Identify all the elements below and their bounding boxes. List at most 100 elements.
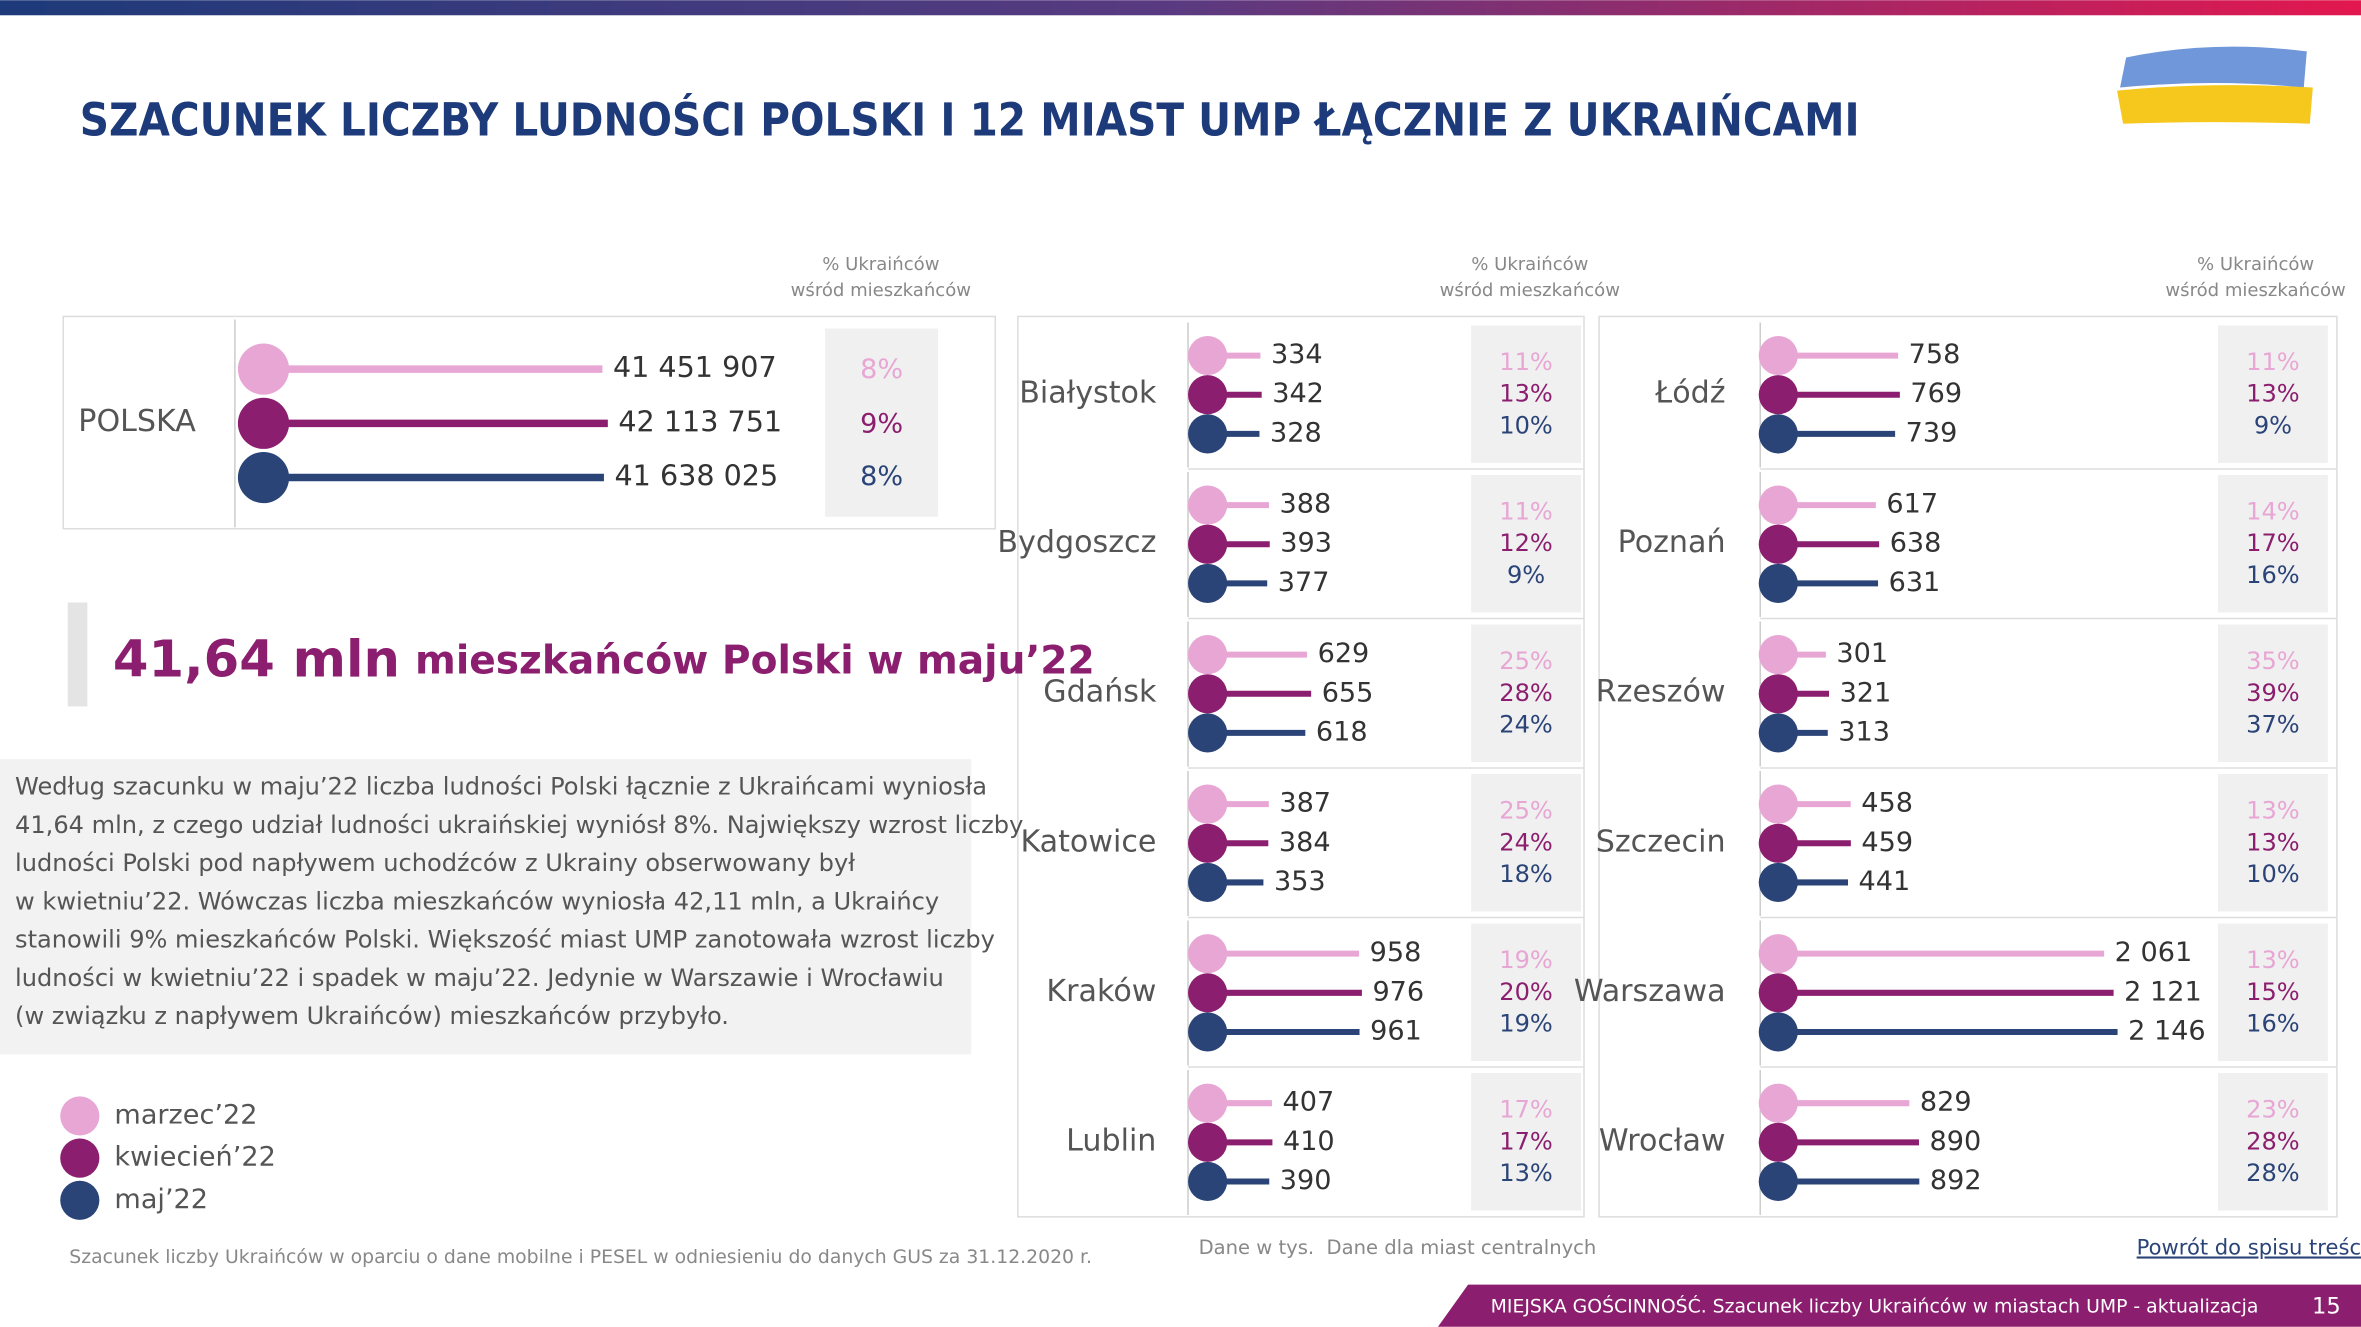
- legend-label: marzec’22: [114, 1099, 257, 1130]
- dot: [1758, 375, 1798, 415]
- value-label: 353: [1274, 866, 1326, 897]
- cities-note: Dane dla miast centralnych: [1327, 1236, 1597, 1259]
- legend-dot: [60, 1180, 100, 1220]
- chart-label: Białystok: [1019, 376, 1157, 411]
- share-box: [825, 328, 939, 517]
- value-label: 441: [1859, 866, 1911, 897]
- dot: [1758, 973, 1798, 1013]
- dot: [1188, 635, 1228, 675]
- dot: [1758, 713, 1798, 753]
- share-label: 19%: [1499, 946, 1553, 974]
- paragraph-line: Według szacunku w maju’22 liczba ludnośc…: [15, 773, 987, 801]
- back-link[interactable]: Powrót do spisu treści: [2137, 1234, 2361, 1259]
- value-label: 301: [1836, 638, 1888, 669]
- dot: [1188, 336, 1228, 376]
- share-header: wśród mieszkańców: [2165, 280, 2345, 301]
- dot: [1758, 1161, 1798, 1202]
- share-label: 28%: [2246, 1159, 2300, 1187]
- dot: [1758, 862, 1798, 903]
- share-label: 10%: [1499, 411, 1553, 439]
- value-label: 328: [1270, 417, 1322, 448]
- share-label: 24%: [1499, 710, 1553, 738]
- share-label: 17%: [1499, 1096, 1553, 1124]
- share-label: 17%: [2246, 529, 2300, 557]
- paragraph-line: ludności Polski pod napływem uchodźców z…: [15, 849, 855, 877]
- share-box: [1471, 774, 1582, 912]
- share-label: 28%: [2246, 1127, 2300, 1155]
- chart-label: Bydgoszcz: [997, 525, 1156, 560]
- share-box: [2217, 923, 2328, 1062]
- share-header: % Ukraińców: [822, 254, 939, 275]
- share-label: 11%: [1499, 498, 1553, 526]
- share-label: 39%: [2246, 679, 2300, 707]
- share-label: 35%: [2246, 647, 2300, 675]
- dot: [1758, 635, 1798, 675]
- legend-dot: [60, 1096, 100, 1136]
- value-label: 393: [1280, 528, 1332, 559]
- value-label: 618: [1316, 716, 1368, 747]
- dot: [1188, 1083, 1228, 1123]
- dot: [1758, 1083, 1798, 1123]
- share-box: [1471, 923, 1582, 1062]
- dot: [1188, 674, 1228, 714]
- value-label: 41 451 907: [613, 350, 777, 384]
- share-label: 13%: [1499, 380, 1553, 408]
- headline: 41,64 mln mieszkańców Polski w maju’22: [113, 630, 1095, 690]
- share-box: [1471, 1073, 1582, 1211]
- value-label: 976: [1372, 976, 1424, 1007]
- share-label: 13%: [2246, 828, 2300, 856]
- paragraph-line: w kwietniu’22. Wówczas liczba mieszkańcó…: [15, 887, 939, 915]
- value-label: 388: [1279, 489, 1331, 520]
- share-label: 37%: [2246, 710, 2300, 738]
- share-label: 14%: [2246, 498, 2300, 526]
- panel: [1598, 315, 2338, 1218]
- paragraph-line: stanowili 9% mieszkańców Polski. Większo…: [15, 926, 995, 954]
- legend-label: kwiecień’22: [114, 1142, 275, 1173]
- dot: [1758, 934, 1798, 974]
- value-label: 313: [1838, 716, 1890, 747]
- value-label: 334: [1271, 339, 1323, 370]
- dot: [1188, 485, 1228, 525]
- headline-number: 41,64 mln: [113, 630, 400, 690]
- headline-text: mieszkańców Polski w maju’22: [415, 638, 1095, 683]
- share-label: 9%: [1507, 561, 1545, 589]
- dot: [1758, 524, 1798, 564]
- legend-dot: [60, 1138, 100, 1178]
- share-header: % Ukraińców: [2197, 254, 2314, 275]
- footer-text: MIEJSKA GOŚCINNOŚĆ. Szacunek liczby Ukra…: [1491, 1294, 2259, 1318]
- title: SZACUNEK LICZBY LUDNOŚCI POLSKI I 12 MIA…: [80, 94, 1860, 147]
- chart-label: Łódź: [1654, 376, 1725, 411]
- value-label: 342: [1272, 378, 1324, 409]
- dot: [1758, 563, 1798, 603]
- chart-label: Katowice: [1020, 824, 1156, 859]
- share-label: 19%: [1499, 1009, 1553, 1037]
- share-header: wśród mieszkańców: [791, 280, 971, 301]
- dot: [237, 451, 290, 504]
- panel: [62, 315, 997, 530]
- panel: [1017, 315, 1585, 1218]
- chart-label: Szczecin: [1596, 824, 1726, 859]
- share-label: 12%: [1499, 529, 1553, 557]
- value-label: 758: [1909, 339, 1961, 370]
- dot: [1188, 375, 1228, 415]
- share-label: 16%: [2246, 1009, 2300, 1037]
- dot: [1188, 1012, 1228, 1052]
- dot: [1188, 973, 1228, 1013]
- dot: [1188, 862, 1228, 903]
- share-label: 8%: [860, 461, 903, 492]
- share-label: 20%: [1499, 978, 1553, 1006]
- accent-bar: [67, 602, 88, 707]
- share-label: 8%: [860, 354, 903, 385]
- value-label: 890: [1930, 1126, 1982, 1157]
- dot: [1758, 485, 1798, 525]
- value-label: 410: [1283, 1126, 1335, 1157]
- value-label: 377: [1278, 567, 1330, 598]
- dot: [1188, 1161, 1228, 1202]
- dot: [1758, 823, 1798, 863]
- share-label: 25%: [1499, 647, 1553, 675]
- flag: [2117, 46, 2313, 124]
- chart-label: Wrocław: [1599, 1123, 1726, 1158]
- chart-label: Kraków: [1046, 974, 1156, 1009]
